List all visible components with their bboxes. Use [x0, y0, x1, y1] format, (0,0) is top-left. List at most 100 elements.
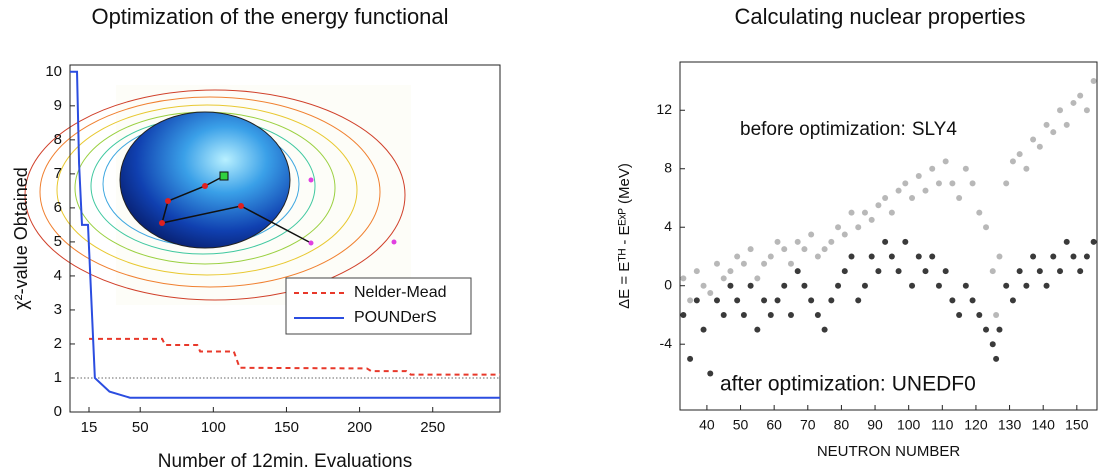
x-tick-label: 15	[81, 419, 98, 436]
y-tick-label: 4	[664, 218, 672, 234]
scatter-point	[781, 246, 788, 253]
scatter-point	[814, 311, 821, 318]
scatter-point	[1016, 151, 1023, 158]
scatter-point	[693, 268, 700, 275]
y-tick-label: 6	[54, 199, 62, 216]
scatter-point	[1070, 253, 1077, 260]
legend-box	[285, 277, 472, 335]
scatter-point	[808, 297, 815, 304]
x-tick-label: 50	[132, 419, 149, 436]
scatter-point	[774, 297, 781, 304]
scatter-point	[969, 297, 976, 304]
scatter-point	[993, 311, 1000, 318]
scatter-point	[882, 194, 889, 201]
scatter-point	[1043, 121, 1050, 128]
scatter-point	[993, 355, 1000, 362]
annotation: before optimization:	[740, 119, 906, 140]
scatter-point	[888, 253, 895, 260]
series-label: UNEDF0	[892, 373, 976, 396]
x-axis-label: NEUTRON NUMBER	[817, 443, 961, 460]
scatter-point	[713, 297, 720, 304]
scatter-point	[835, 282, 842, 289]
scatter-point	[1057, 268, 1064, 275]
x-tick-label: 40	[699, 417, 715, 433]
scatter-point	[687, 355, 694, 362]
scatter-point	[1090, 78, 1097, 85]
annotation: after optimization:	[720, 373, 886, 396]
scatter-point	[996, 253, 1003, 260]
x-tick-label: 120	[964, 417, 988, 433]
y-tick-label: 7	[54, 165, 62, 182]
y-tick-label: 4	[54, 267, 62, 284]
scatter-point	[734, 297, 741, 304]
scatter-point	[754, 326, 761, 333]
scatter-point	[848, 253, 855, 260]
scatter-point	[828, 238, 835, 245]
scatter-point	[976, 209, 983, 216]
scatter-point	[720, 275, 727, 282]
x-tick-label: 50	[733, 417, 749, 433]
scatter-point	[1090, 238, 1097, 245]
scatter-point	[976, 311, 983, 318]
scatter-point	[989, 341, 996, 348]
scatter-point	[767, 253, 774, 260]
scatter-point	[1083, 253, 1090, 260]
scatter-point	[1009, 297, 1016, 304]
scatter-point	[935, 180, 942, 187]
contour-inset	[24, 85, 411, 305]
scatter-point	[808, 231, 815, 238]
scatter-point	[875, 268, 882, 275]
scatter-point	[787, 260, 794, 267]
scatter-point	[1003, 282, 1010, 289]
scatter-point	[761, 260, 768, 267]
scatter-point	[821, 326, 828, 333]
scatter-point	[1063, 238, 1070, 245]
x-tick-label: 100	[897, 417, 921, 433]
y-tick-label: 5	[54, 233, 62, 250]
x-tick-label: 60	[766, 417, 782, 433]
scatter-point	[983, 326, 990, 333]
scatter-point	[1077, 92, 1084, 99]
scatter-point	[1050, 129, 1057, 136]
scatter-point	[962, 282, 969, 289]
series-line	[89, 337, 500, 376]
scatter-point	[841, 231, 848, 238]
scatter-point	[687, 297, 694, 304]
scatter-point	[754, 275, 761, 282]
scatter-point	[909, 194, 916, 201]
scatter-point	[801, 246, 808, 253]
scatter-point	[814, 253, 821, 260]
y-tick-label: 1	[54, 369, 62, 386]
scatter-point	[868, 216, 875, 223]
scatter-point	[740, 311, 747, 318]
scatter-point	[962, 165, 969, 172]
scatter-point	[861, 282, 868, 289]
y-axis-label: ΔE = Eᵀᴴ - Eᴱˣᴾ (MeV)	[616, 163, 633, 309]
scatter-point	[828, 297, 835, 304]
scatter-point	[935, 282, 942, 289]
scatter-point	[915, 253, 922, 260]
scatter-point	[861, 209, 868, 216]
x-tick-label: 140	[1032, 417, 1056, 433]
scatter-point	[855, 297, 862, 304]
x-tick-label: 90	[867, 417, 883, 433]
legend-label: Nelder-Mead	[354, 284, 446, 301]
scatter-point	[700, 282, 707, 289]
scatter-point	[875, 202, 882, 209]
scatter-point	[801, 282, 808, 289]
scatter-point	[700, 326, 707, 333]
scatter-point	[915, 173, 922, 180]
scatter-point	[902, 180, 909, 187]
scatter-point	[835, 224, 842, 231]
chart-title: Calculating nuclear properties	[734, 4, 1025, 29]
scatter-point	[969, 180, 976, 187]
scatter-point	[794, 238, 801, 245]
scatter-point	[727, 268, 734, 275]
y-tick-label: 8	[54, 131, 62, 148]
scatter-point	[902, 238, 909, 245]
scatter-point	[680, 311, 687, 318]
y-tick-label: 12	[656, 101, 672, 117]
scatter-point	[949, 180, 956, 187]
scatter-point	[929, 253, 936, 260]
